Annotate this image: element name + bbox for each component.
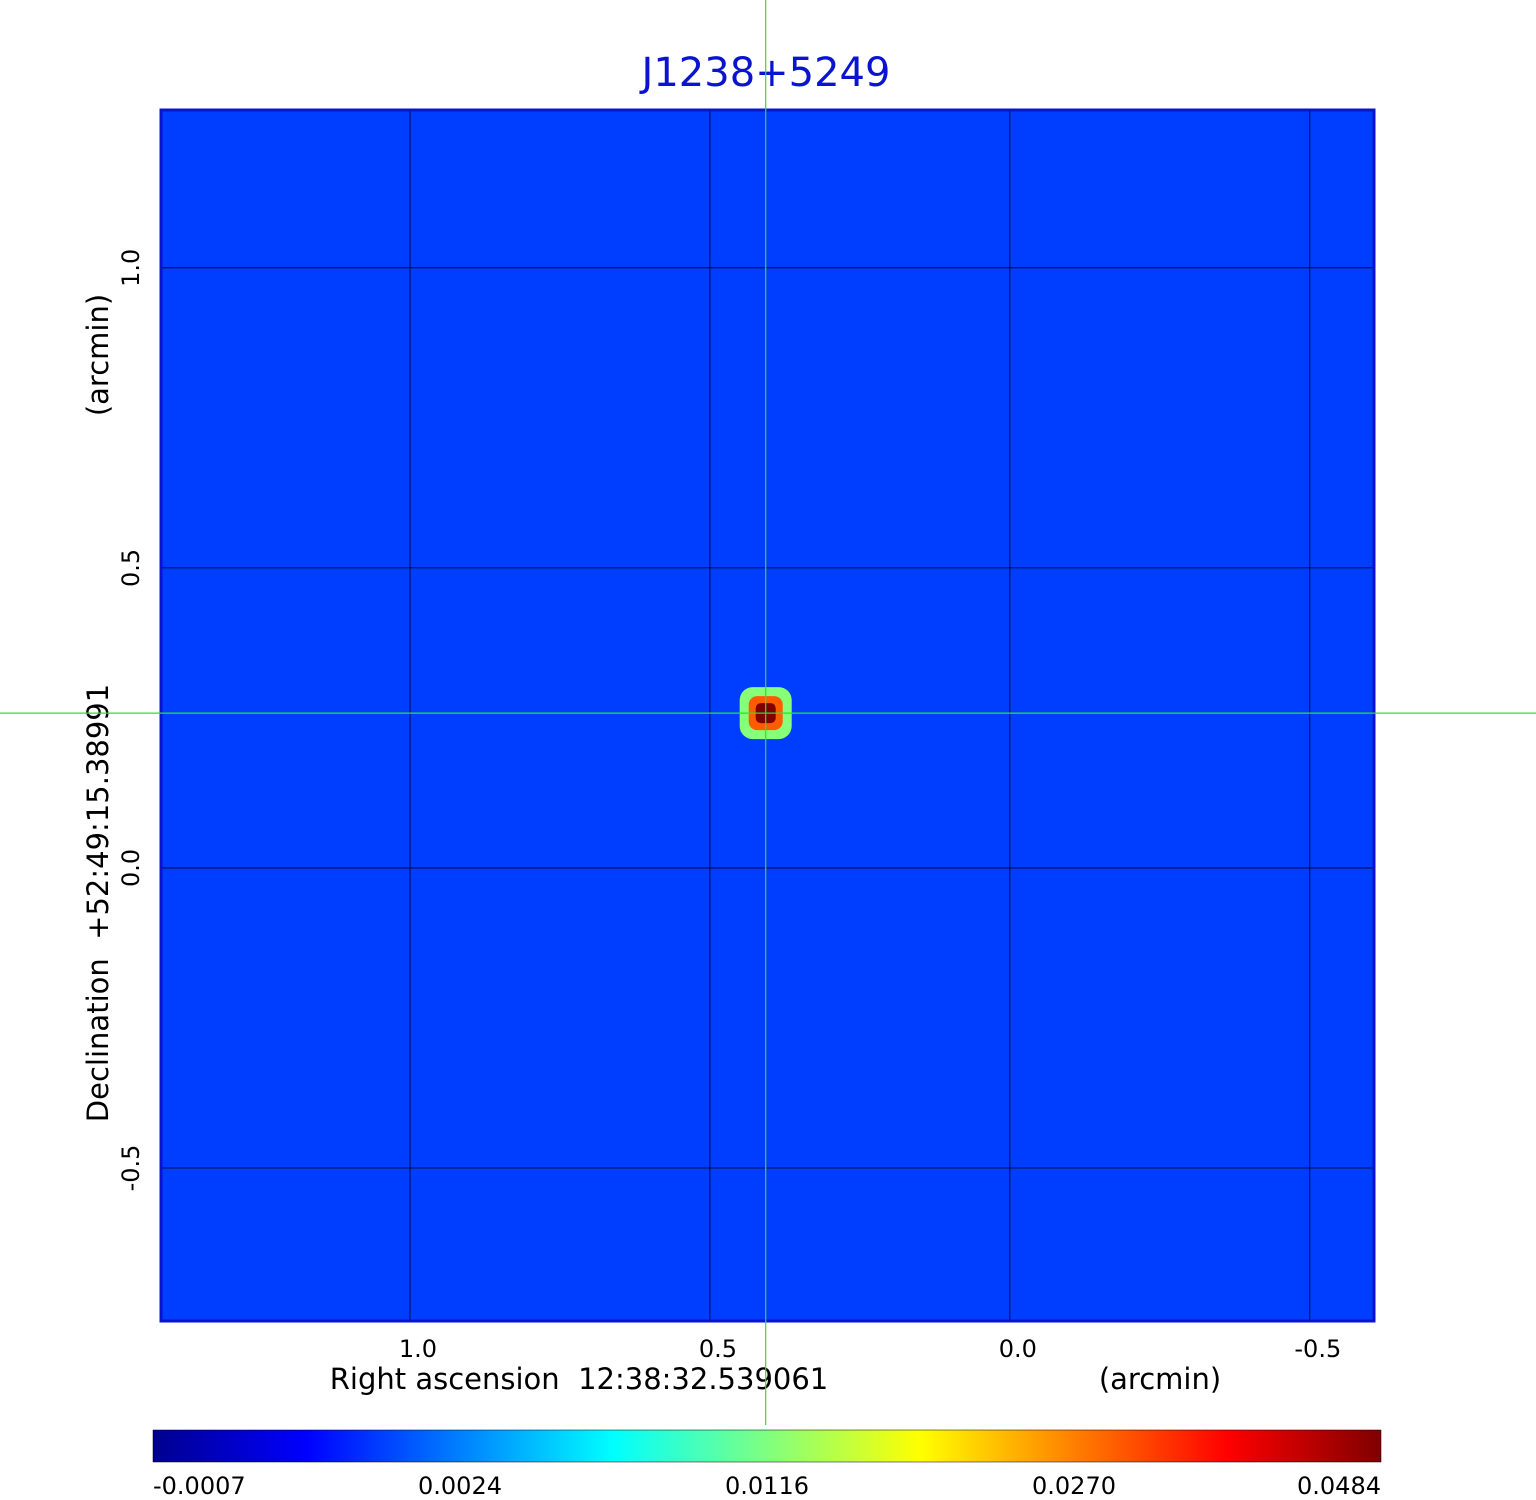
y-tick-label: 0.0 bbox=[117, 849, 145, 887]
colorbar bbox=[152, 1429, 1382, 1463]
x-tick-label: -0.5 bbox=[1294, 1335, 1341, 1363]
y-tick-label: -0.5 bbox=[117, 1145, 145, 1192]
colorbar-tick-label: 0.0116 bbox=[725, 1472, 809, 1500]
plot-layer bbox=[159, 108, 1376, 1323]
x-tick-label: 0.0 bbox=[999, 1335, 1037, 1363]
colorbar-tick-label: 0.0024 bbox=[418, 1472, 502, 1500]
y-tick-label: 0.5 bbox=[117, 549, 145, 587]
y-axis-label: Declination +52:49:15.38991 bbox=[81, 684, 115, 1122]
colorbar-tick-label: 0.0270 bbox=[1032, 1472, 1116, 1500]
x-axis-unit: (arcmin) bbox=[1099, 1362, 1221, 1396]
colorbar-tick-label: 0.0484 bbox=[1297, 1472, 1381, 1500]
y-axis-unit: (arcmin) bbox=[81, 294, 115, 416]
x-tick-label: 1.0 bbox=[399, 1335, 437, 1363]
chart-title: J1238+5249 bbox=[639, 50, 891, 96]
x-axis-label: Right ascension 12:38:32.539061 bbox=[330, 1362, 829, 1396]
plot-frame bbox=[159, 108, 1376, 1323]
y-tick-label: 1.0 bbox=[117, 249, 145, 287]
x-tick-label: 0.5 bbox=[699, 1335, 737, 1363]
colorbar-tick-label: -0.0007 bbox=[153, 1472, 246, 1500]
